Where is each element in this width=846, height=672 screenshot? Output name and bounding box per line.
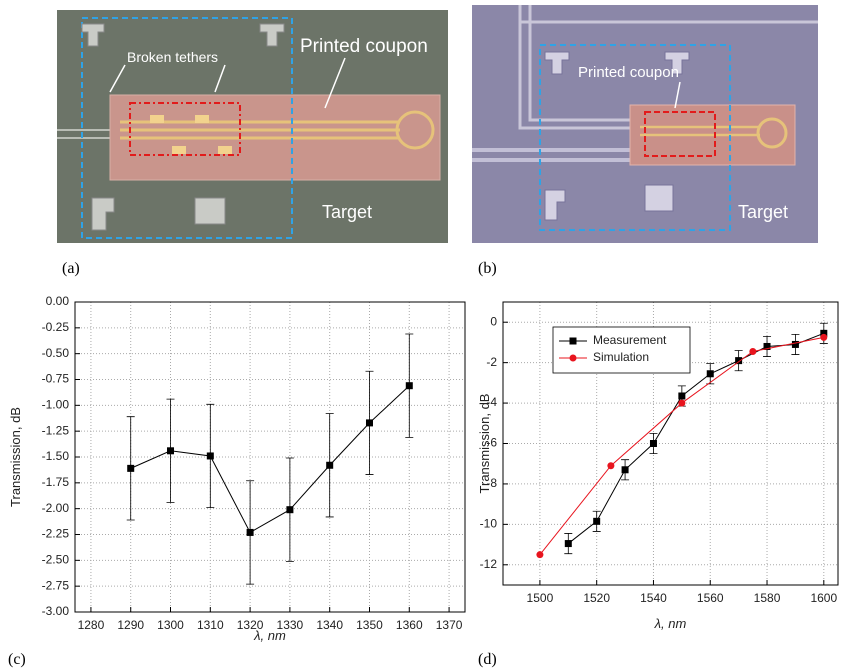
- marker: [622, 466, 629, 473]
- y-tick-label: -3.00: [42, 604, 70, 618]
- y-tick-label: -2.75: [42, 578, 70, 592]
- series-line: [131, 386, 410, 533]
- x-tick-label: 1350: [356, 618, 383, 632]
- x-axis-label: λ, nm: [253, 628, 286, 643]
- y-tick-label: -0.75: [42, 372, 70, 386]
- annotation: Broken tethers: [127, 49, 218, 65]
- x-tick-label: 1360: [396, 618, 423, 632]
- marker: [366, 419, 373, 426]
- marker: [247, 529, 254, 536]
- x-tick-label: 1500: [527, 591, 554, 605]
- legend-label: Simulation: [593, 350, 649, 364]
- y-axis-label: Transmission, dB: [477, 394, 492, 494]
- y-axis-label: Transmission, dB: [8, 407, 23, 507]
- x-tick-label: 1540: [640, 591, 667, 605]
- marker: [650, 440, 657, 447]
- figure: Broken tethers Printed coupon Target Pri…: [0, 0, 846, 672]
- marker: [749, 348, 756, 355]
- marker: [707, 370, 714, 377]
- marker: [820, 334, 827, 341]
- annotation: Printed coupon: [578, 64, 679, 81]
- y-tick-label: -12: [480, 557, 498, 571]
- marker: [607, 462, 614, 469]
- y-tick-label: 0: [490, 314, 497, 328]
- marker: [286, 506, 293, 513]
- marker: [406, 382, 413, 389]
- y-tick-label: -2.50: [42, 553, 70, 567]
- y-tick-label: -10: [480, 517, 498, 531]
- x-tick-label: 1580: [754, 591, 781, 605]
- annotation: Target: [322, 202, 372, 222]
- micrograph-a: Broken tethers Printed coupon Target: [57, 10, 448, 243]
- marker: [167, 447, 174, 454]
- panel-label: (b): [478, 260, 497, 277]
- y-tick-label: -2.25: [42, 527, 70, 541]
- marker: [127, 465, 134, 472]
- marker: [207, 452, 214, 459]
- y-tick-label: -1.25: [42, 423, 70, 437]
- y-tick-label: -2.00: [42, 501, 70, 515]
- micrograph-b: Printed coupon Target: [472, 5, 818, 243]
- marker: [792, 341, 799, 348]
- marker: [565, 540, 572, 547]
- y-tick-label: -0.25: [42, 320, 70, 334]
- y-tick-label: -1.50: [42, 449, 70, 463]
- x-tick-label: 1520: [583, 591, 610, 605]
- legend-marker: [570, 338, 577, 345]
- x-tick-label: 1300: [157, 618, 184, 632]
- x-tick-label: 1340: [316, 618, 343, 632]
- x-tick-label: 1280: [78, 618, 105, 632]
- marker: [593, 518, 600, 525]
- x-axis-label: λ, nm: [654, 616, 687, 631]
- legend-marker: [570, 355, 577, 362]
- y-tick-label: -1.00: [42, 398, 70, 412]
- marker: [536, 551, 543, 558]
- y-tick-label: -2: [486, 355, 497, 369]
- panel-label: (a): [62, 260, 80, 277]
- y-tick-label: 0.00: [46, 294, 70, 308]
- x-tick-label: 1600: [810, 591, 837, 605]
- x-tick-label: 1370: [436, 618, 463, 632]
- y-tick-label: -0.50: [42, 346, 70, 360]
- x-tick-label: 1310: [197, 618, 224, 632]
- x-tick-label: 1560: [697, 591, 724, 605]
- panel-label: (d): [478, 651, 497, 668]
- legend-label: Measurement: [593, 333, 667, 347]
- y-tick-label: -1.75: [42, 475, 70, 489]
- marker: [678, 392, 685, 399]
- annotation: Printed coupon: [300, 36, 428, 57]
- x-tick-label: 1290: [117, 618, 144, 632]
- marker: [326, 462, 333, 469]
- marker: [678, 400, 685, 407]
- panel-label: (c): [8, 651, 26, 668]
- annotation: Target: [738, 202, 788, 222]
